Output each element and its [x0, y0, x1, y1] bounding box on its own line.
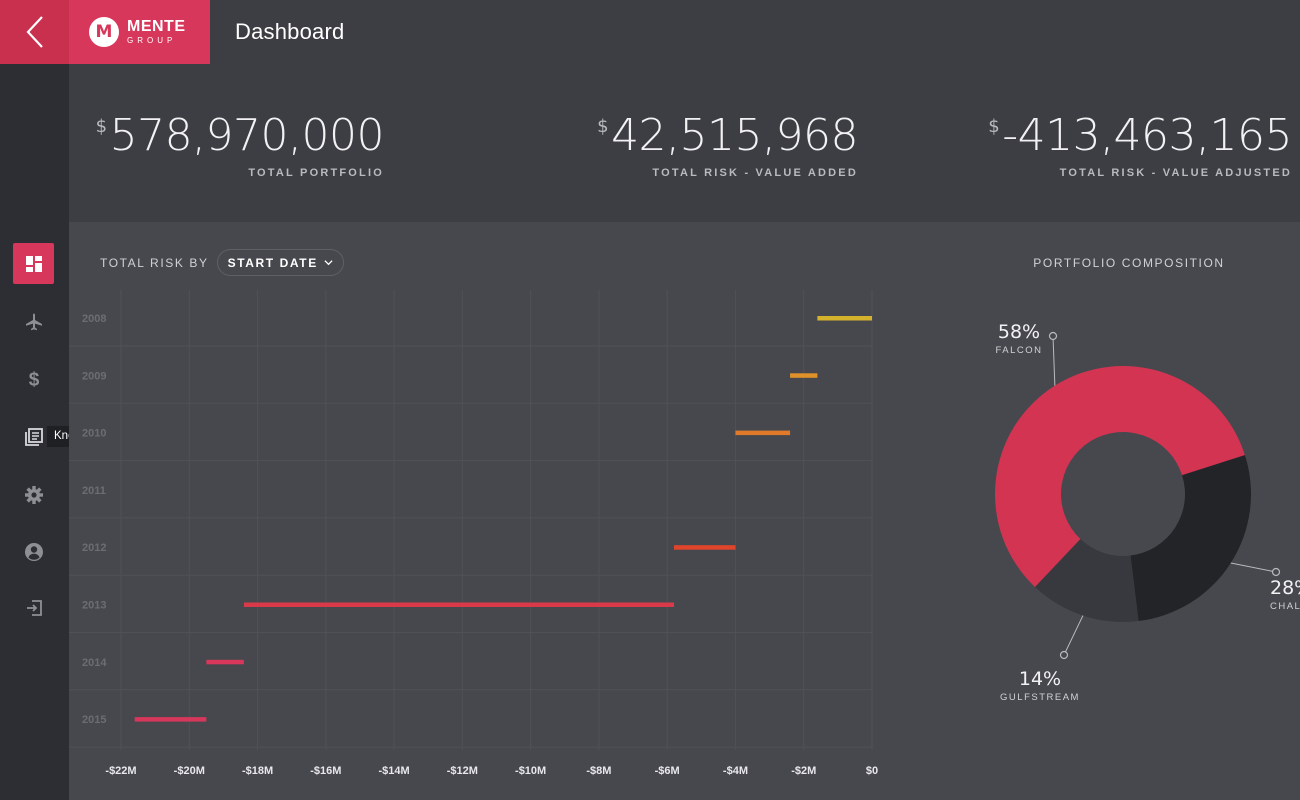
risk-chart-header: TOTAL RISK BY START DATE	[100, 249, 344, 276]
stat-label: TOTAL RISK - VALUE ADJUSTED	[1059, 167, 1292, 179]
logo-main-text: MENTE	[127, 18, 186, 35]
stat-currency: $	[95, 116, 107, 137]
stat-label: TOTAL RISK - VALUE ADDED	[652, 167, 858, 179]
chevron-down-icon	[324, 260, 333, 266]
leader-dot	[1271, 567, 1281, 577]
logout-icon	[26, 599, 42, 616]
gear-icon	[24, 485, 43, 504]
leader-line	[1230, 562, 1277, 573]
risk-range-bar[interactable]	[735, 430, 791, 436]
stat-currency: $	[597, 116, 609, 137]
back-button[interactable]	[0, 0, 69, 64]
sidebar-item-logout[interactable]	[13, 587, 54, 628]
logo-text: MENTE GROUP	[127, 19, 186, 45]
sidebar-item-profile[interactable]	[13, 531, 54, 572]
sidebar-item-aircraft[interactable]	[13, 301, 54, 342]
user-icon	[24, 542, 43, 561]
chevron-left-icon	[25, 16, 43, 48]
risk-range-bar[interactable]	[790, 373, 818, 378]
stat-risk-value-added: $42,515,968 TOTAL RISK - VALUE ADDED	[597, 110, 858, 179]
pie-percent-label: 58%	[998, 321, 1040, 343]
stat-number: -413,463,165	[1002, 110, 1292, 161]
x-tick-label: -$4M	[723, 765, 748, 777]
sidebar-item-knowledge-center[interactable]	[13, 416, 54, 457]
pie-name-label: FALCON	[995, 345, 1042, 356]
knowledge-center-icon	[24, 427, 43, 446]
logo[interactable]: M MENTE GROUP	[69, 0, 210, 64]
y-tick-label: 2010	[82, 428, 106, 440]
logo-sub-text: GROUP	[127, 36, 177, 45]
risk-range-bar[interactable]	[206, 659, 244, 665]
x-tick-label: -$22M	[105, 765, 136, 777]
svg-text:$: $	[28, 369, 39, 389]
y-tick-label: 2013	[82, 600, 106, 612]
stat-number: 42,515,968	[611, 110, 858, 161]
dashboard-icon	[25, 255, 42, 272]
x-tick-label: -$6M	[655, 765, 680, 777]
risk-range-bar[interactable]	[134, 717, 207, 722]
portfolio-composition-title: PORTFOLIO COMPOSITION	[1033, 256, 1225, 270]
risk-range-bar[interactable]	[817, 316, 872, 321]
airplane-icon	[25, 313, 42, 330]
y-tick-label: 2008	[82, 313, 106, 325]
y-tick-label: 2015	[82, 714, 106, 726]
stat-currency: $	[988, 116, 1000, 137]
stat-label: TOTAL PORTFOLIO	[248, 167, 384, 179]
dollar-icon: $	[28, 369, 39, 389]
stat-value: $42,515,968	[597, 110, 858, 161]
portfolio-composition-chart: 58% FALCON 28% CHALLENGER 14% GULFSTREAM	[960, 300, 1300, 720]
x-tick-label: -$2M	[791, 765, 816, 777]
main-panel	[69, 222, 1300, 800]
risk-range-chart: -$22M -$20M -$18M -$16M -$14M -$12M -$10M -$8M -…	[69, 290, 889, 800]
x-tick-label: -$18M	[242, 765, 273, 777]
pie-name-label: GULFSTREAM	[1000, 692, 1080, 703]
x-tick-label: -$10M	[515, 765, 546, 777]
portfolio-composition-svg: 58% FALCON 28% CHALLENGER 14% GULFSTREAM	[995, 321, 1300, 703]
stat-risk-value-adjusted: $-413,463,165 TOTAL RISK - VALUE ADJUSTE…	[988, 110, 1292, 179]
leader-dot	[1048, 331, 1058, 341]
pie-name-label: CHALLENGER	[1270, 601, 1300, 612]
pie-slice-challenger[interactable]	[1130, 454, 1251, 622]
x-tick-label: -$8M	[586, 765, 611, 777]
risk-range-bar[interactable]	[674, 545, 736, 550]
stat-total-portfolio: $578,970,000 TOTAL PORTFOLIO	[95, 110, 385, 179]
x-tick-label: -$14M	[378, 765, 409, 777]
leader-line	[1063, 615, 1084, 656]
pie-percent-label: 28%	[1270, 577, 1300, 599]
stat-number: 578,970,000	[109, 110, 385, 161]
sidebar-item-settings[interactable]	[13, 474, 54, 515]
x-tick-label: $0	[866, 765, 878, 777]
leader-dot	[1059, 650, 1069, 660]
risk-range-bar[interactable]	[243, 602, 675, 608]
risk-group-selected: START DATE	[227, 255, 318, 270]
risk-label: TOTAL RISK BY	[100, 255, 209, 270]
x-tick-label: -$20M	[174, 765, 205, 777]
stat-value: $578,970,000	[95, 110, 385, 161]
pie-slice-falcon[interactable]	[995, 366, 1245, 587]
y-tick-label: 2014	[82, 657, 107, 669]
stats-strip	[69, 64, 1300, 222]
pie-slice-gulfstream[interactable]	[1034, 539, 1139, 622]
risk-group-dropdown[interactable]: START DATE	[216, 249, 344, 276]
top-bar: M MENTE GROUP Dashboard	[0, 0, 1300, 64]
x-tick-label: -$16M	[310, 765, 341, 777]
page-title: Dashboard	[235, 19, 345, 44]
y-tick-label: 2011	[82, 485, 106, 497]
sidebar-item-dashboard[interactable]	[13, 243, 54, 284]
logo-mark-icon: M	[89, 17, 119, 47]
y-tick-label: 2012	[82, 542, 106, 554]
stat-value: $-413,463,165	[988, 110, 1292, 161]
risk-range-chart-svg: -$22M -$20M -$18M -$16M -$14M -$12M -$10M -$8M -…	[69, 290, 878, 777]
x-tick-label: -$12M	[447, 765, 478, 777]
leader-line	[1052, 335, 1056, 386]
y-tick-label: 2009	[82, 370, 106, 382]
sidebar-item-finance[interactable]: $	[13, 358, 54, 399]
pie-percent-label: 14%	[1019, 668, 1061, 690]
